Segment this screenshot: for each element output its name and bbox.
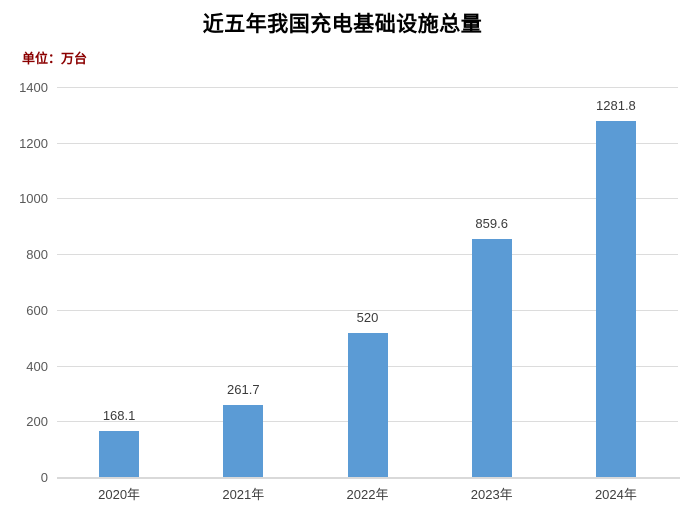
y-tick-label: 1000 bbox=[19, 191, 48, 207]
x-tick-label: 2022年 bbox=[346, 487, 389, 502]
bar-value-label: 1281.8 bbox=[596, 97, 636, 113]
bar-2020年 bbox=[99, 431, 140, 478]
gridline bbox=[57, 309, 678, 311]
x-tick-label: 2024年 bbox=[594, 487, 637, 502]
x-axis-tick-labels: 2020年 2021年 2022年 2023年 2024年 bbox=[57, 484, 678, 503]
x-axis-line bbox=[57, 477, 680, 479]
bar-value-label: 168.1 bbox=[102, 408, 136, 424]
x-tick-label: 2023年 bbox=[470, 487, 513, 502]
bar-slot: 859.6 bbox=[430, 88, 554, 478]
bar-2024年 bbox=[595, 120, 636, 478]
bar-series: 168.1 261.7 520 859.6 1281.8 bbox=[57, 88, 678, 478]
bar-2021年 bbox=[223, 405, 264, 478]
bar-slot: 261.7 bbox=[181, 88, 305, 478]
bar-2022年 bbox=[347, 333, 388, 478]
bar-slot: 520 bbox=[305, 88, 429, 478]
y-tick-label: 200 bbox=[26, 414, 48, 430]
y-axis-tick-labels: 0 200 400 600 800 1000 1200 1400 bbox=[0, 81, 48, 485]
bar-2023年 bbox=[471, 238, 512, 478]
gridline bbox=[57, 142, 678, 144]
x-tick-label: 2020年 bbox=[98, 487, 141, 502]
y-tick-label: 0 bbox=[40, 470, 48, 485]
bar-value-label: 859.6 bbox=[475, 215, 508, 231]
x-tick-label: 2021年 bbox=[222, 487, 265, 502]
gridline bbox=[57, 198, 678, 200]
gridline bbox=[57, 254, 678, 256]
y-tick-label: 400 bbox=[26, 358, 48, 374]
bar-value-label: 261.7 bbox=[227, 382, 260, 398]
y-tick-label: 600 bbox=[26, 302, 48, 318]
y-tick-label: 1200 bbox=[19, 135, 48, 151]
unit-label: 单位：万台 bbox=[22, 51, 88, 66]
bar-slot: 168.1 bbox=[57, 88, 181, 478]
y-tick-label: 800 bbox=[26, 247, 48, 263]
gridline bbox=[57, 87, 678, 88]
chart-title: 近五年我国充电基础设施总量 bbox=[202, 12, 483, 36]
y-tick-label: 1400 bbox=[19, 80, 48, 95]
plot-area: 168.1 261.7 520 859.6 1281.8 bbox=[57, 87, 680, 479]
bar-value-label: 520 bbox=[356, 310, 379, 326]
bar-slot: 1281.8 bbox=[554, 88, 678, 478]
